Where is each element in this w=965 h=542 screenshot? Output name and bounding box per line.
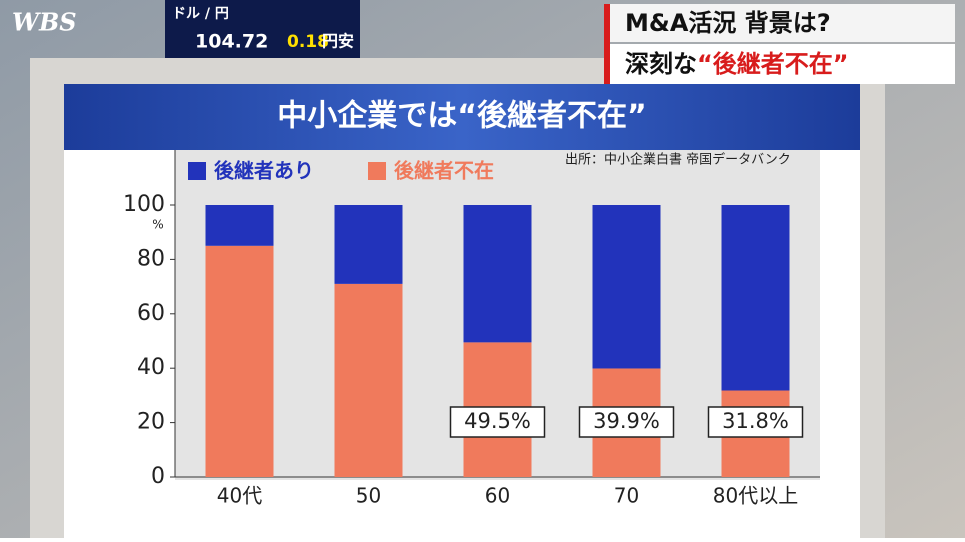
headline-highlight: “後継者不在” — [697, 50, 849, 78]
legend-swatch — [368, 162, 386, 180]
x-tick-label: 40代 — [217, 484, 262, 508]
y-tick-label: 20 — [137, 410, 165, 435]
bar-segment — [592, 205, 661, 369]
legend-label: 後継者不在 — [394, 159, 494, 183]
y-tick-label: 40 — [137, 355, 165, 380]
ticker-rate: 104.72 — [195, 31, 268, 53]
source: 出所：中小企業白書 帝国データバンク — [565, 152, 791, 168]
y-tick-label: 60 — [137, 301, 165, 326]
bar-segment — [463, 205, 532, 343]
x-tick-label: 80代以上 — [713, 484, 798, 508]
bar-segment — [334, 205, 403, 284]
legend-swatch — [188, 162, 206, 180]
bar-segment — [334, 283, 403, 477]
x-tick-label: 60 — [485, 484, 510, 508]
logo: WBS — [12, 8, 77, 37]
headline-text: 深刻な — [625, 50, 697, 78]
y-tick-label: 0 — [151, 464, 165, 489]
ticker-box — [165, 0, 360, 58]
headline-line2: 深刻な“後継者不在” — [625, 50, 849, 78]
value-label-box — [449, 406, 546, 438]
value-label: 49.5% — [464, 409, 531, 433]
ticker-change: 0.18 — [287, 32, 329, 52]
headline-box — [610, 44, 955, 84]
bar-segment — [205, 245, 274, 477]
x-tick-label: 70 — [614, 484, 639, 508]
value-label: 31.8% — [722, 409, 789, 433]
x-tick-label: 50 — [356, 484, 381, 508]
headline-accent — [604, 4, 610, 84]
bar-segment — [721, 205, 790, 391]
value-label-box — [578, 406, 675, 438]
headline-box — [610, 4, 955, 42]
y-tick-label: 80 — [137, 246, 165, 271]
ticker-direction: 円安 — [322, 32, 354, 51]
y-unit: % — [152, 218, 163, 232]
legend-label: 後継者あり — [214, 159, 314, 183]
y-tick-label: 100 — [123, 192, 165, 217]
chart-title: 中小企業では“後継者不在” — [277, 99, 646, 134]
value-label: 39.9% — [593, 409, 660, 433]
bar-segment — [205, 205, 274, 246]
headline-line1: M&A活況 背景は? — [625, 9, 831, 37]
value-label-box — [707, 406, 804, 438]
ticker-pair: ドル / 円 — [172, 6, 229, 22]
title-banner — [64, 84, 860, 150]
